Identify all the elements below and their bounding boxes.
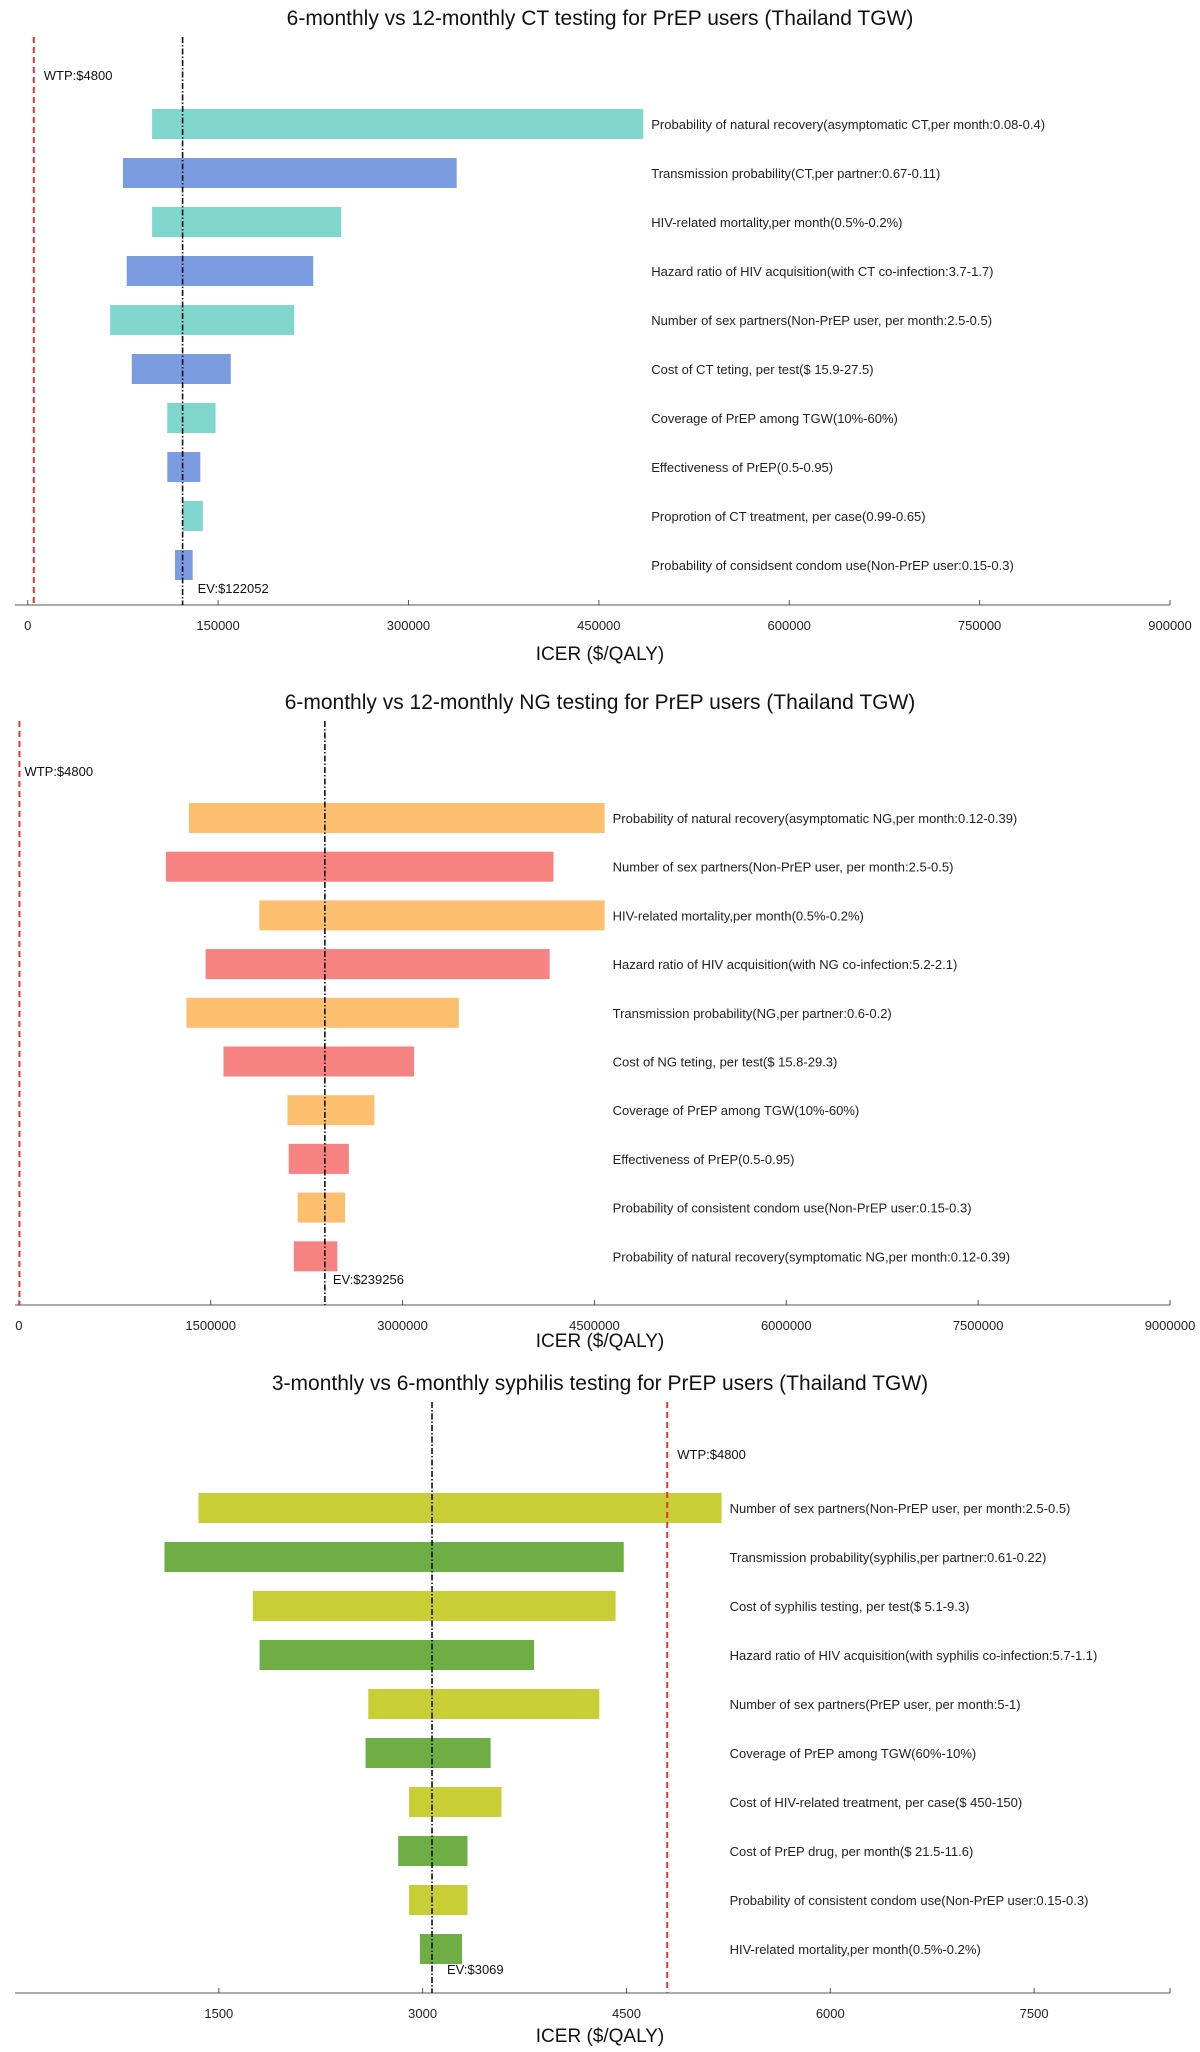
tornado-bar — [167, 452, 201, 482]
x-tick-label: 7500000 — [953, 1318, 1004, 1333]
bar-label: Hazard ratio of HIV acquisition(with syp… — [730, 1648, 1098, 1663]
x-tick-label: 900000 — [1148, 618, 1191, 633]
tornado-bar — [186, 997, 459, 1028]
tornado-bar — [182, 501, 203, 531]
tornado-bar — [409, 1885, 468, 1915]
tornado-bar — [368, 1689, 600, 1719]
tornado-bar — [198, 1493, 722, 1523]
bar-label: Hazard ratio of HIV acquisition(with CT … — [651, 264, 993, 279]
tornado-bar — [419, 1934, 463, 1964]
x-tick-label: 4500000 — [569, 1318, 620, 1333]
x-axis-label: ICER ($/QALY) — [536, 2026, 664, 2047]
bar-label: Cost of HIV-related treatment, per case(… — [730, 1795, 1023, 1810]
bar-label: Proprotion of CT treatment, per case(0.9… — [651, 509, 925, 524]
bar-label: Probability of considsent condom use(Non… — [651, 558, 1014, 573]
ev-label: EV:$122052 — [198, 581, 269, 596]
bar-label: Cost of PrEP drug, per month($ 21.5-11.6… — [730, 1844, 974, 1859]
tornado-bar — [365, 1738, 491, 1768]
x-tick-label: 0 — [24, 618, 31, 633]
bar-label: Probability of consistent condom use(Non… — [730, 1893, 1089, 1908]
chart-title: 3-monthly vs 6-monthly syphilis testing … — [272, 1372, 928, 1395]
tornado-bar — [131, 354, 231, 384]
wtp-label: WTP:$4800 — [677, 1447, 746, 1462]
bar-label: Cost of syphilis testing, per test($ 5.1… — [730, 1599, 970, 1614]
tornado-bar — [293, 1241, 338, 1272]
x-tick-label: 3000000 — [377, 1318, 428, 1333]
bar-label: HIV-related mortality,per month(0.5%-0.2… — [651, 215, 902, 230]
wtp-label: WTP:$4800 — [44, 68, 113, 83]
x-tick-label: 600000 — [768, 618, 811, 633]
bar-label: Coverage of PrEP among TGW(60%-10%) — [730, 1746, 977, 1761]
ev-label: EV:$3069 — [447, 1962, 504, 1977]
bar-label: HIV-related mortality,per month(0.5%-0.2… — [730, 1942, 981, 1957]
tornado-bar — [126, 256, 314, 286]
x-tick-label: 150000 — [196, 618, 239, 633]
tornado-chart-1: 6-monthly vs 12-monthly CT testing for P… — [15, 7, 1192, 665]
bar-label: Hazard ratio of HIV acquisition(with NG … — [613, 957, 958, 972]
bar-label: Coverage of PrEP among TGW(10%-60%) — [613, 1103, 860, 1118]
bar-label: HIV-related mortality,per month(0.5%-0.2… — [613, 908, 864, 923]
bar-label: Transmission probability(syphilis,per pa… — [730, 1550, 1047, 1565]
bar-label: Cost of NG teting, per test($ 15.8-29.3) — [613, 1055, 838, 1070]
tornado-chart-2: 6-monthly vs 12-monthly NG testing for P… — [15, 691, 1196, 1352]
tornado-bar — [252, 1591, 616, 1621]
x-tick-label: 300000 — [387, 618, 430, 633]
tornado-bar — [259, 1640, 535, 1670]
bar-label: Probability of consistent condom use(Non… — [613, 1201, 972, 1216]
chart-title: 6-monthly vs 12-monthly CT testing for P… — [287, 7, 914, 30]
bar-label: Number of sex partners(PrEP user, per mo… — [730, 1697, 1021, 1712]
bar-label: Number of sex partners(Non-PrEP user, pe… — [613, 860, 954, 875]
bar-label: Coverage of PrEP among TGW(10%-60%) — [651, 411, 898, 426]
tornado-bar — [164, 1542, 624, 1572]
bar-label: Transmission probability(NG,per partner:… — [613, 1006, 892, 1021]
bar-label: Probability of natural recovery(asymptom… — [651, 117, 1045, 132]
tornado-bar — [167, 403, 216, 433]
x-axis-label: ICER ($/QALY) — [536, 644, 664, 665]
tornado-bar — [297, 1192, 345, 1223]
tornado-bar — [188, 803, 605, 833]
bar-label: Number of sex partners(Non-PrEP user, pe… — [730, 1501, 1071, 1516]
x-axis-label: ICER ($/QALY) — [536, 1331, 664, 1352]
bar-label: Effectiveness of PrEP(0.5-0.95) — [651, 460, 833, 475]
tornado-bar — [288, 1143, 349, 1174]
tornado-bar — [287, 1095, 375, 1126]
bar-label: Probability of natural recovery(asymptom… — [613, 811, 1018, 826]
x-tick-label: 4500 — [612, 2006, 641, 2021]
x-tick-label: 6000000 — [761, 1318, 812, 1333]
tornado-bar — [205, 949, 550, 980]
bar-label: Probability of natural recovery(symptoma… — [613, 1249, 1010, 1264]
tornado-bar — [409, 1787, 502, 1817]
tornado-bar — [259, 900, 605, 931]
tornado-bar — [398, 1836, 468, 1866]
x-tick-label: 0 — [15, 1318, 22, 1333]
x-tick-label: 6000 — [816, 2006, 845, 2021]
tornado-bar — [223, 1046, 415, 1077]
tornado-bar — [165, 851, 554, 882]
bar-label: Transmission probability(CT,per partner:… — [651, 166, 940, 181]
bar-label: Number of sex partners(Non-PrEP user, pe… — [651, 313, 992, 328]
tornado-bar — [174, 550, 193, 580]
tornado-bar — [152, 207, 342, 237]
bar-label: Cost of CT teting, per test($ 15.9-27.5) — [651, 362, 873, 377]
tornado-bar — [152, 109, 644, 139]
bar-label: Effectiveness of PrEP(0.5-0.95) — [613, 1152, 795, 1167]
chart-title: 6-monthly vs 12-monthly NG testing for P… — [285, 691, 916, 714]
x-tick-label: 9000000 — [1145, 1318, 1196, 1333]
tornado-chart-3: 3-monthly vs 6-monthly syphilis testing … — [15, 1372, 1171, 2047]
x-tick-label: 1500000 — [185, 1318, 236, 1333]
x-tick-label: 1500 — [204, 2006, 233, 2021]
ev-label: EV:$239256 — [333, 1272, 404, 1287]
tornado-bar — [110, 305, 295, 335]
tornado-bar — [122, 158, 457, 188]
x-tick-label: 450000 — [577, 618, 620, 633]
x-tick-label: 7500 — [1020, 2006, 1049, 2021]
wtp-label: WTP:$4800 — [24, 764, 93, 779]
x-tick-label: 750000 — [958, 618, 1001, 633]
x-tick-label: 3000 — [408, 2006, 437, 2021]
